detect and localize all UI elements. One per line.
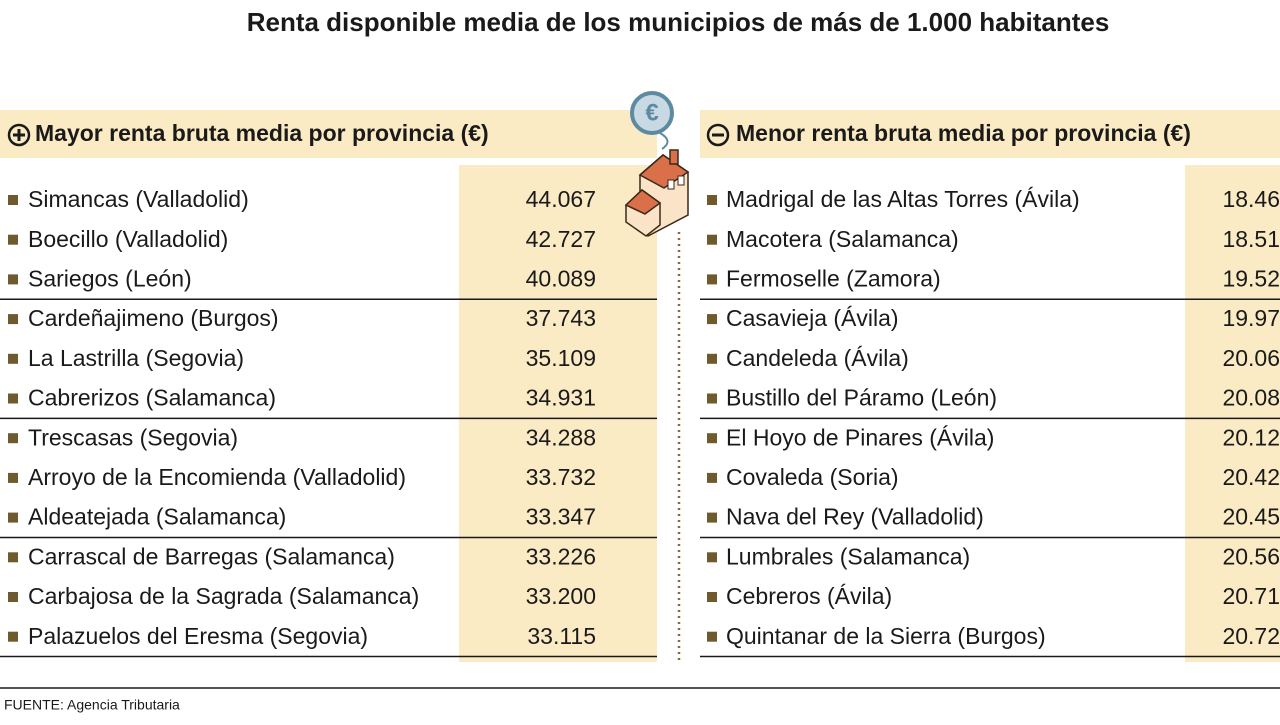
income-value: 34.288 bbox=[526, 424, 596, 450]
municipality: Boecillo (Valladolid) bbox=[28, 226, 228, 252]
municipality: Palazuelos del Eresma (Segovia) bbox=[28, 623, 368, 649]
municipality: Cardeñajimeno (Burgos) bbox=[28, 305, 279, 331]
bullet bbox=[707, 512, 717, 523]
bullet bbox=[8, 274, 18, 285]
municipality: Quintanar de la Sierra (Burgos) bbox=[726, 623, 1046, 649]
bullet bbox=[707, 195, 717, 205]
left-value-band bbox=[459, 165, 657, 662]
income-value: 33.115 bbox=[527, 623, 596, 649]
right-header: Menor renta bruta media por provincia (€… bbox=[736, 120, 1191, 146]
left-header-band bbox=[0, 110, 657, 158]
income-value: 20.45 bbox=[1222, 504, 1280, 530]
income-value: 33.347 bbox=[526, 504, 596, 530]
municipality: Bustillo del Páramo (León) bbox=[726, 385, 997, 411]
income-value: 40.089 bbox=[526, 265, 596, 291]
bullet bbox=[8, 592, 18, 602]
bullet bbox=[8, 631, 18, 642]
bullet bbox=[707, 393, 717, 404]
income-value: 18.46 bbox=[1222, 186, 1280, 212]
income-value: 33.732 bbox=[526, 464, 596, 490]
municipality: Sariegos (León) bbox=[28, 265, 192, 291]
municipality: El Hoyo de Pinares (Ávila) bbox=[726, 424, 994, 450]
municipality: Trescasas (Segovia) bbox=[28, 424, 238, 450]
income-value: 44.067 bbox=[526, 186, 596, 212]
euro-house-icon: € bbox=[624, 91, 690, 237]
bullet bbox=[8, 314, 18, 325]
bullet bbox=[8, 234, 18, 245]
source: FUENTE: Agencia Tributaria bbox=[4, 697, 180, 713]
bullet bbox=[707, 472, 717, 483]
left-header: Mayor renta bruta media por provincia (€… bbox=[35, 120, 489, 146]
bullet bbox=[8, 433, 18, 444]
bullet bbox=[707, 433, 717, 444]
bullet bbox=[707, 274, 717, 285]
income-value: 20.08 bbox=[1222, 385, 1280, 411]
plus-icon bbox=[7, 123, 31, 147]
bullet bbox=[8, 195, 18, 205]
right-header-band bbox=[700, 110, 1280, 158]
bullet bbox=[8, 472, 18, 483]
municipality: Fermoselle (Zamora) bbox=[726, 265, 941, 291]
municipality: Cebreros (Ávila) bbox=[726, 583, 892, 609]
municipality: Candeleda (Ávila) bbox=[726, 345, 909, 371]
municipality: Aldeatejada (Salamanca) bbox=[28, 504, 286, 530]
municipality: Arroyo de la Encomienda (Valladolid) bbox=[28, 464, 406, 490]
bullet bbox=[707, 552, 717, 563]
bullet bbox=[8, 552, 18, 563]
income-value: 20.06 bbox=[1222, 345, 1280, 371]
income-value: 33.200 bbox=[526, 583, 596, 609]
income-value: 35.109 bbox=[526, 345, 596, 371]
bullet bbox=[8, 512, 18, 523]
municipality: Covaleda (Soria) bbox=[726, 464, 899, 490]
page-title: Renta disponible media de los municipios… bbox=[247, 7, 1110, 37]
municipality: Simancas (Valladolid) bbox=[28, 186, 249, 212]
minus-icon bbox=[706, 123, 730, 147]
municipality: Casavieja (Ávila) bbox=[726, 305, 899, 331]
income-value: 19.52 bbox=[1222, 265, 1280, 291]
municipality: Cabrerizos (Salamanca) bbox=[28, 385, 276, 411]
bullet bbox=[707, 234, 717, 245]
bullet bbox=[8, 393, 18, 404]
municipality: Madrigal de las Altas Torres (Ávila) bbox=[726, 186, 1080, 212]
income-value: 42.727 bbox=[526, 226, 596, 252]
income-value: 20.12 bbox=[1222, 424, 1280, 450]
income-value: 18.51 bbox=[1222, 226, 1280, 252]
income-value: 20.56 bbox=[1222, 543, 1280, 569]
bullet bbox=[8, 353, 18, 364]
income-value: 20.72 bbox=[1222, 623, 1280, 649]
income-value: 20.71 bbox=[1222, 583, 1280, 609]
municipality: Carrascal de Barregas (Salamanca) bbox=[28, 543, 395, 569]
municipality: Lumbrales (Salamanca) bbox=[726, 543, 970, 569]
municipality: La Lastrilla (Segovia) bbox=[28, 345, 244, 371]
svg-text:€: € bbox=[645, 99, 658, 126]
municipality: Nava del Rey (Valladolid) bbox=[726, 504, 984, 530]
municipality: Carbajosa de la Sagrada (Salamanca) bbox=[28, 583, 419, 609]
income-value: 37.743 bbox=[526, 305, 596, 331]
income-value: 19.97 bbox=[1222, 305, 1280, 331]
income-value: 20.42 bbox=[1222, 464, 1280, 490]
bullet bbox=[707, 631, 717, 642]
municipality: Macotera (Salamanca) bbox=[726, 226, 959, 252]
bullet bbox=[707, 353, 717, 364]
bullet bbox=[707, 592, 717, 602]
income-value: 34.931 bbox=[526, 385, 596, 411]
right-value-band bbox=[1185, 165, 1280, 662]
income-value: 33.226 bbox=[526, 543, 596, 569]
bullet bbox=[707, 314, 717, 325]
